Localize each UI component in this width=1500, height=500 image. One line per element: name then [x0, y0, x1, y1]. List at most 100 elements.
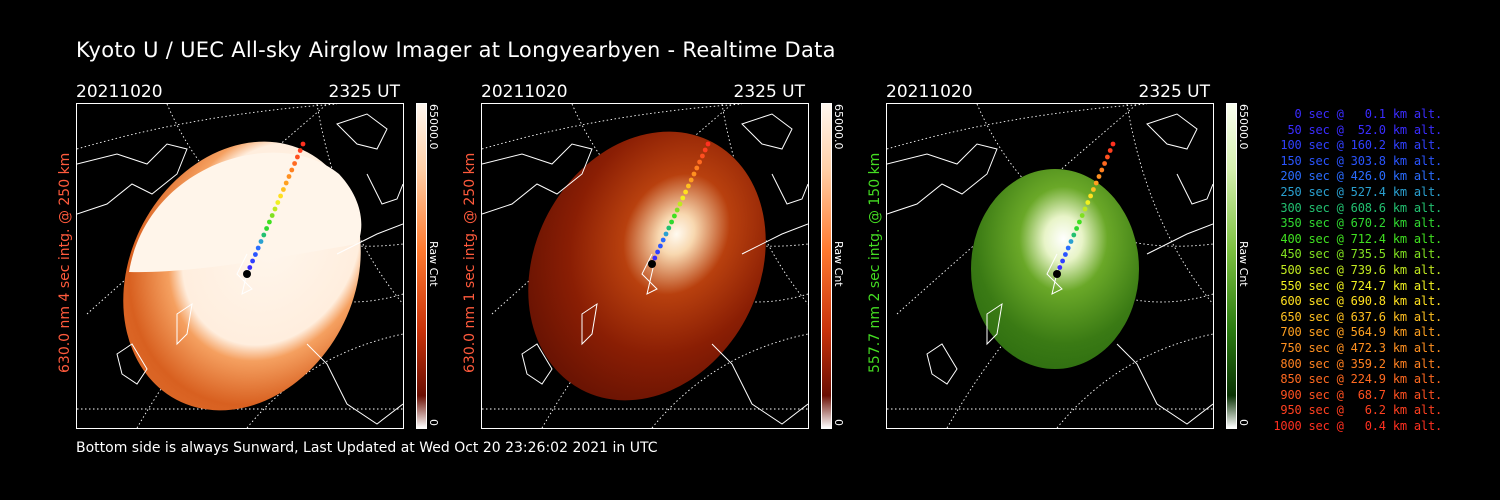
panel-2-time: 2325 UT: [733, 82, 806, 102]
footer-note: Bottom side is always Sunward, Last Upda…: [76, 440, 658, 456]
trajectory-point: [253, 252, 258, 257]
airglow-image: [971, 169, 1139, 369]
legend-entry: 950 sec @ 6.2 km alt.: [1280, 403, 1442, 418]
panel-3-date: 20211020: [886, 82, 973, 102]
trajectory-point: [1077, 219, 1082, 225]
trajectory-point: [1110, 141, 1116, 147]
panel-1-map: [77, 104, 403, 428]
trajectory-point: [1071, 232, 1077, 238]
page-title: Kyoto U / UEC All-sky Airglow Imager at …: [76, 38, 836, 62]
trajectory-point: [652, 255, 658, 261]
panel-1-time: 2325 UT: [328, 82, 401, 102]
panel-3-image: [886, 103, 1214, 429]
trajectory-point: [281, 187, 286, 192]
trajectory-point: [702, 147, 708, 153]
trajectory-point: [697, 159, 702, 165]
trajectory-point: [1053, 270, 1061, 278]
coastline: [77, 143, 188, 215]
trajectory-point: [247, 265, 253, 270]
trajectory-point: [267, 219, 272, 225]
trajectory-point: [255, 245, 261, 251]
legend-entry: 0 sec @ 0.1 km alt.: [1294, 107, 1442, 121]
grid-curve: [482, 104, 743, 150]
legend-entry: 100 sec @ 160.2 km alt.: [1280, 138, 1442, 153]
legend-entry: 50 sec @ 52.0 km alt.: [1287, 122, 1442, 137]
coastline: [887, 143, 998, 215]
legend-entry: 700 sec @ 564.9 km alt.: [1280, 325, 1442, 340]
legend-entry: 400 sec @ 712.4 km alt.: [1280, 231, 1442, 246]
trajectory-point: [1068, 239, 1074, 244]
trajectory-point: [1063, 252, 1068, 257]
grid-curve: [86, 104, 328, 315]
trajectory-point: [283, 180, 289, 186]
coastline: [482, 143, 593, 215]
trajectory-point: [1093, 180, 1099, 186]
grid-lines: [887, 104, 1213, 428]
trajectory-point: [261, 232, 267, 238]
coastline: [711, 343, 808, 425]
trajectory-point: [1088, 193, 1093, 199]
coastline: [336, 223, 403, 255]
trajectory-point: [289, 167, 295, 173]
panel-3-colorbar-min: 0: [1237, 419, 1250, 426]
panel-2-colorbar: [821, 103, 832, 429]
panel-3-colorbar-max: 65000.0: [1237, 104, 1250, 150]
coastline: [926, 343, 958, 385]
trajectory-point: [680, 195, 686, 201]
airglow-image: [123, 141, 361, 411]
trajectory-point: [1102, 161, 1107, 166]
coastline: [1176, 173, 1213, 205]
legend-entry: 650 sec @ 637.6 km alt.: [1280, 309, 1442, 324]
trajectory: [243, 141, 306, 278]
trajectory-point: [655, 249, 660, 255]
trajectory-point: [1060, 258, 1065, 264]
coastline: [116, 343, 148, 385]
coastline: [771, 173, 808, 205]
legend-entry: 150 sec @ 303.8 km alt.: [1280, 153, 1442, 168]
coastline: [1146, 113, 1198, 150]
trajectory-point: [1105, 154, 1110, 160]
grid-curve: [887, 104, 1148, 150]
trajectory-point: [275, 200, 281, 205]
grid-curve: [976, 104, 1213, 247]
trajectory-point: [669, 219, 674, 225]
grid-curve: [1056, 333, 1213, 428]
trajectory-point: [705, 141, 711, 147]
panel-3-time: 2325 UT: [1138, 82, 1211, 102]
trajectory-point: [1085, 200, 1091, 205]
legend-entry: 350 sec @ 670.2 km alt.: [1280, 216, 1442, 231]
trajectory: [1053, 141, 1116, 278]
coastline: [641, 253, 658, 295]
trajectory-point: [295, 154, 300, 160]
legend-entry: 600 sec @ 690.8 km alt.: [1280, 294, 1442, 309]
panel-3-colorbar-unit: Raw Cnt: [1237, 241, 1250, 287]
trajectory-point: [1082, 206, 1088, 212]
panel-2-date: 20211020: [481, 82, 568, 102]
legend-entry: 750 sec @ 472.3 km alt.: [1280, 341, 1442, 355]
coastline: [581, 302, 598, 346]
trajectory-point: [1107, 148, 1113, 153]
coastlines: [77, 113, 403, 425]
trajectory-point: [286, 174, 292, 179]
grid-curve: [166, 104, 403, 247]
grid-curve: [491, 104, 733, 315]
panel-2-image: [481, 103, 809, 429]
legend-entry: 550 sec @ 724.7 km alt.: [1280, 278, 1442, 293]
grid-curve: [1086, 283, 1213, 303]
legend-entry: 850 sec @ 224.9 km alt.: [1280, 372, 1442, 387]
coastline: [336, 113, 388, 150]
trajectory: [648, 141, 711, 268]
panel-1-colorbar-min: 0: [427, 419, 440, 426]
grid-curve: [77, 104, 338, 150]
trajectory-point: [700, 153, 705, 159]
panel-2-colorbar-max: 65000.0: [832, 104, 845, 150]
trajectory-point: [683, 189, 688, 195]
coastlines: [887, 113, 1213, 425]
legend-entry: 1000 sec @ 0.4 km alt.: [1273, 419, 1442, 433]
coastline: [366, 173, 403, 205]
legend-entry: 500 sec @ 739.6 km alt.: [1280, 263, 1442, 277]
panel-1-date: 20211020: [76, 82, 163, 102]
trajectory-point: [674, 207, 680, 213]
trajectory-point: [672, 213, 677, 219]
